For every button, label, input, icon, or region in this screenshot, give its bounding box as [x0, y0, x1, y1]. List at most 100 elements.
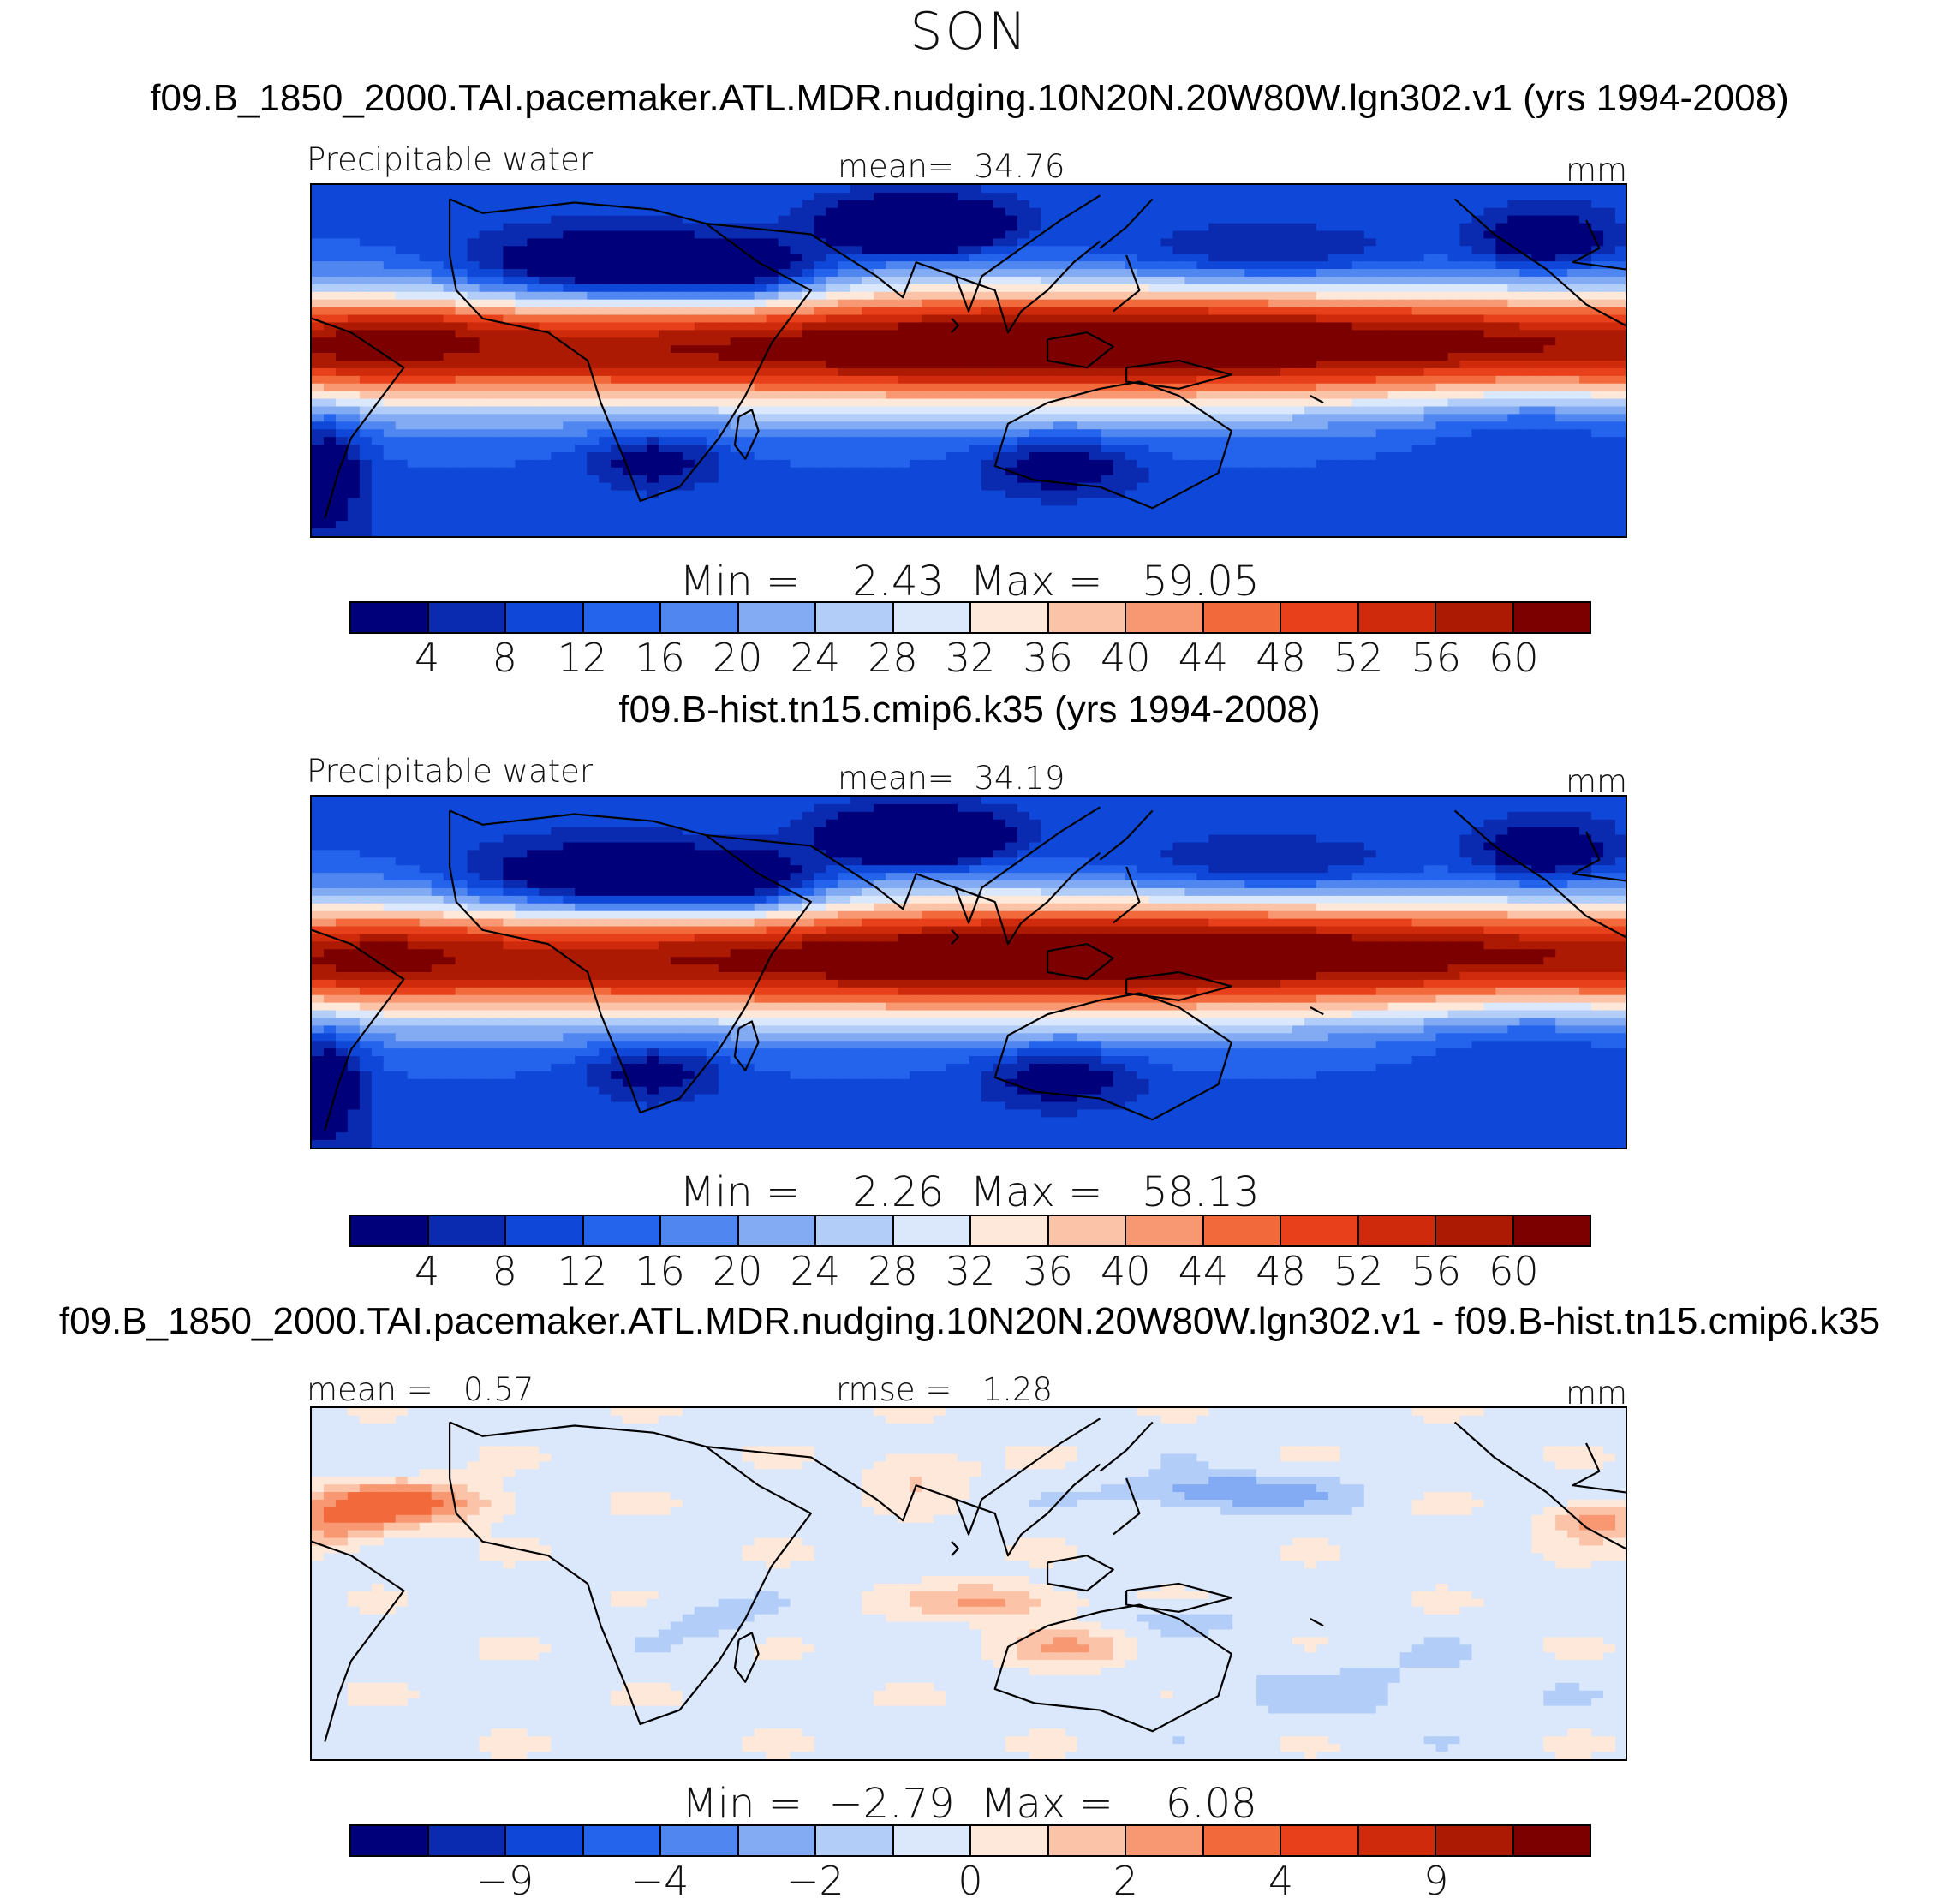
- field-cell: [946, 437, 958, 445]
- field-cell: [1292, 254, 1305, 262]
- field-cell: [431, 330, 444, 338]
- field-cell: [551, 475, 564, 484]
- field-cell: [1089, 451, 1102, 461]
- field-cell: [922, 467, 934, 476]
- field-cell: [599, 528, 612, 536]
- field-cell: [1327, 505, 1341, 514]
- field-cell: [802, 398, 815, 408]
- field-cell: [682, 498, 695, 506]
- field-cell: [790, 215, 803, 224]
- field-cell: [1196, 269, 1209, 278]
- field-cell: [1101, 375, 1114, 385]
- field-cell: [658, 437, 671, 445]
- field-cell: [1423, 322, 1437, 331]
- field-cell: [646, 254, 659, 262]
- field-cell: [1327, 314, 1341, 324]
- field-cell: [623, 406, 635, 415]
- field-cell: [1567, 437, 1580, 445]
- field-cell: [1125, 314, 1138, 324]
- field-cell: [1615, 337, 1626, 346]
- field-cell: [371, 223, 385, 232]
- field-cell: [898, 475, 910, 484]
- field-cell: [1005, 254, 1018, 262]
- field-cell: [682, 482, 695, 492]
- field-cell: [1555, 467, 1568, 476]
- field-cell: [1483, 375, 1496, 385]
- field-cell: [742, 406, 755, 415]
- field-cell: [874, 482, 886, 492]
- field-cell: [1603, 375, 1616, 385]
- field-cell: [1316, 307, 1329, 316]
- field-cell: [1471, 185, 1485, 194]
- field-cell: [467, 391, 480, 400]
- field-cell: [682, 445, 695, 453]
- field-cell: [862, 345, 874, 354]
- field-cell: [1304, 276, 1317, 285]
- field-cell: [407, 330, 421, 338]
- field-cell: [1363, 207, 1377, 217]
- field-cell: [419, 207, 433, 217]
- field-cell: [1184, 230, 1197, 239]
- field-cell: [635, 330, 647, 338]
- field-cell: [323, 269, 337, 278]
- field-cell: [635, 307, 647, 316]
- field-cell: [563, 330, 576, 338]
- field-cell: [1567, 345, 1580, 354]
- field-cell: [922, 200, 934, 209]
- field-cell: [850, 361, 862, 369]
- field-cell: [407, 269, 421, 278]
- field-cell: [1065, 505, 1078, 514]
- field-cell: [646, 223, 659, 232]
- field-cell: [694, 505, 707, 514]
- field-cell: [1471, 254, 1485, 262]
- field-cell: [790, 406, 803, 415]
- field-cell: [1435, 284, 1449, 293]
- field-cell: [1483, 314, 1496, 324]
- field-cell: [1220, 291, 1233, 301]
- field-cell: [635, 353, 647, 361]
- field-cell: [1196, 513, 1209, 522]
- field-cell: [886, 261, 898, 270]
- field-cell: [1615, 467, 1626, 476]
- field-cell: [934, 246, 946, 254]
- field-cell: [694, 475, 707, 484]
- field-cell: [1435, 406, 1449, 415]
- field-cell: [312, 345, 325, 354]
- field-cell: [922, 345, 934, 354]
- field-cell: [922, 375, 934, 385]
- field-cell: [347, 505, 361, 514]
- field-cell: [1375, 291, 1389, 301]
- field-cell: [1208, 353, 1221, 361]
- field-cell: [1507, 429, 1520, 438]
- field-cell: [1148, 215, 1162, 224]
- field-cell: [1256, 307, 1269, 316]
- field-cell: [1567, 291, 1580, 301]
- field-cell: [1268, 200, 1281, 209]
- field-cell: [1280, 207, 1293, 217]
- field-cell: [1603, 192, 1616, 201]
- field-cell: [1184, 490, 1197, 499]
- field-cell: [635, 406, 647, 415]
- field-cell: [1041, 284, 1054, 293]
- field-cell: [1471, 383, 1485, 392]
- field-cell: [1459, 276, 1473, 285]
- field-cell: [1125, 284, 1138, 293]
- field-cell: [910, 284, 922, 293]
- field-cell: [1483, 353, 1496, 361]
- field-cell: [635, 375, 647, 385]
- field-cell: [383, 276, 397, 285]
- field-cell: [1387, 200, 1401, 209]
- field-cell: [1519, 254, 1532, 262]
- field-cell: [551, 451, 564, 461]
- field-cell: [1615, 223, 1626, 232]
- field-cell: [754, 498, 767, 506]
- field-cell: [1411, 414, 1425, 422]
- field-cell: [563, 367, 576, 377]
- field-cell: [623, 299, 635, 308]
- field-cell: [1351, 367, 1365, 377]
- field-cell: [1495, 337, 1508, 346]
- field-cell: [934, 345, 946, 354]
- field-cell: [527, 475, 540, 484]
- field-cell: [491, 429, 504, 438]
- field-cell: [1089, 467, 1102, 476]
